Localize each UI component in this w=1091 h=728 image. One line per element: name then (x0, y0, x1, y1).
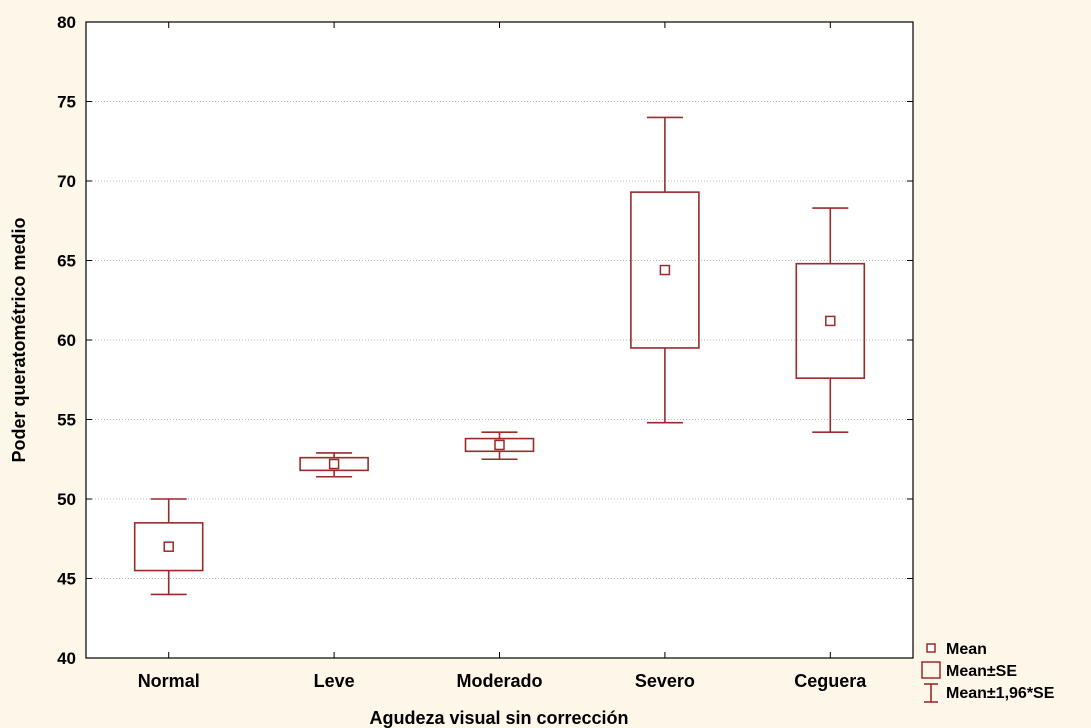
y-tick-label: 50 (57, 490, 76, 509)
legend-se-swatch (921, 661, 941, 679)
x-axis-label: Agudeza visual sin corrección (369, 708, 628, 728)
x-tick-label: Ceguera (794, 671, 867, 691)
y-tick-label: 45 (57, 570, 76, 589)
y-tick-label: 75 (57, 93, 76, 112)
legend-mean-swatch (926, 643, 936, 653)
mean-marker (328, 458, 340, 470)
se-box (630, 191, 700, 349)
box-normal (133, 498, 204, 596)
x-axis: Normal Leve Moderado Severo Ceguera (138, 22, 867, 691)
y-tick-label: 55 (57, 411, 76, 430)
se-box (464, 437, 535, 453)
se-box (299, 456, 369, 472)
y-tick-label: 60 (57, 331, 76, 350)
x-tick-label: Severo (635, 671, 695, 691)
y-tick-label: 65 (57, 252, 76, 271)
y-axis-label: Poder queratométrico medio (9, 217, 29, 462)
legend-se-label: Mean±SE (946, 663, 1017, 680)
x-tick-label: Moderado (456, 671, 542, 691)
x-tick-label: Leve (314, 671, 355, 691)
mean-marker (494, 439, 505, 451)
mean-marker (163, 541, 174, 552)
x-tick-label: Normal (138, 671, 200, 691)
se-box (795, 262, 866, 379)
y-axis: 40 45 50 55 60 65 70 75 80 (57, 13, 913, 668)
legend-ci-label: Mean±1,96*SE (946, 685, 1055, 702)
box-ceguera (795, 207, 866, 434)
se-box (133, 522, 204, 572)
plot-area (85, 21, 914, 659)
y-tick-label: 70 (57, 172, 76, 191)
mean-marker (659, 264, 671, 276)
legend-mean-label: Mean (946, 641, 987, 658)
box-leve (299, 452, 369, 478)
box-moderado (464, 431, 535, 461)
box-series (133, 116, 866, 596)
y-tick-label: 80 (57, 13, 76, 32)
mean-marker (825, 315, 836, 327)
box-severo (630, 116, 700, 424)
legend: Mean Mean±SE Mean±1,96*SE (921, 641, 1055, 703)
y-tick-label: 40 (57, 649, 76, 668)
